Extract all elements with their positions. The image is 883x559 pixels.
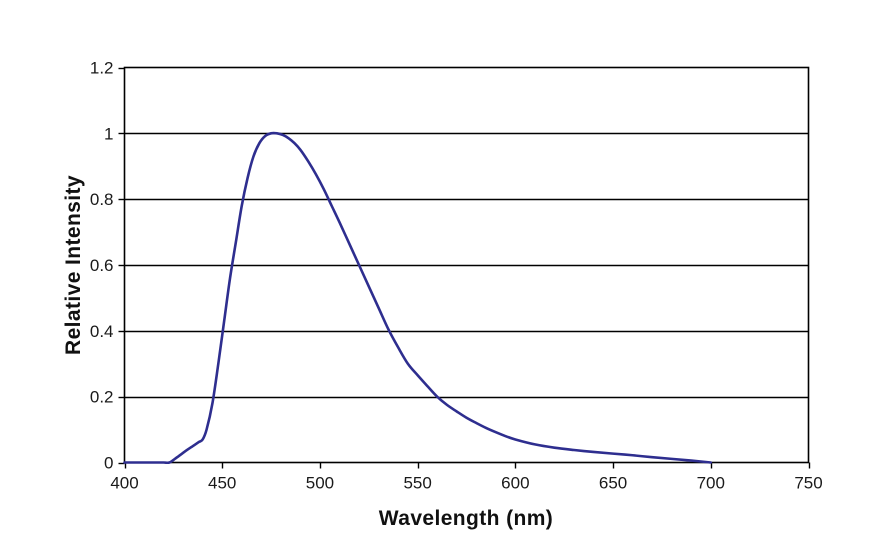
x-axis-tick-labels: 400 450 500 550 600 650 700 750 <box>110 474 822 493</box>
y-tick-label: 1 <box>104 124 113 143</box>
x-axis-title: Wavelength (nm) <box>379 507 553 530</box>
y-axis-title: Relative Intensity <box>62 175 85 355</box>
x-tick-label: 450 <box>208 474 236 493</box>
spectrum-curve <box>123 131 713 465</box>
x-tick-label: 550 <box>403 474 431 493</box>
y-tick-label: 0.4 <box>90 322 114 341</box>
y-axis-tick-marks <box>118 67 125 465</box>
y-tick-label: 0.2 <box>90 388 114 407</box>
y-tick-label: 1.2 <box>90 59 114 78</box>
x-axis-tick-marks <box>124 462 811 469</box>
y-tick-label: 0.6 <box>90 256 114 275</box>
y-tick-label: 0.8 <box>90 190 114 209</box>
y-axis-tick-labels: 0 0.2 0.4 0.6 0.8 1 1.2 <box>90 59 114 473</box>
plot-area-border <box>123 66 810 464</box>
horizontal-gridlines <box>124 132 809 399</box>
x-tick-label: 400 <box>110 474 138 493</box>
x-tick-label: 700 <box>697 474 725 493</box>
x-tick-label: 500 <box>306 474 334 493</box>
x-tick-label: 750 <box>794 474 822 493</box>
plot-frame-rect <box>123 66 810 464</box>
x-tick-label: 600 <box>501 474 529 493</box>
y-tick-label: 0 <box>104 454 113 473</box>
x-tick-label: 650 <box>599 474 627 493</box>
